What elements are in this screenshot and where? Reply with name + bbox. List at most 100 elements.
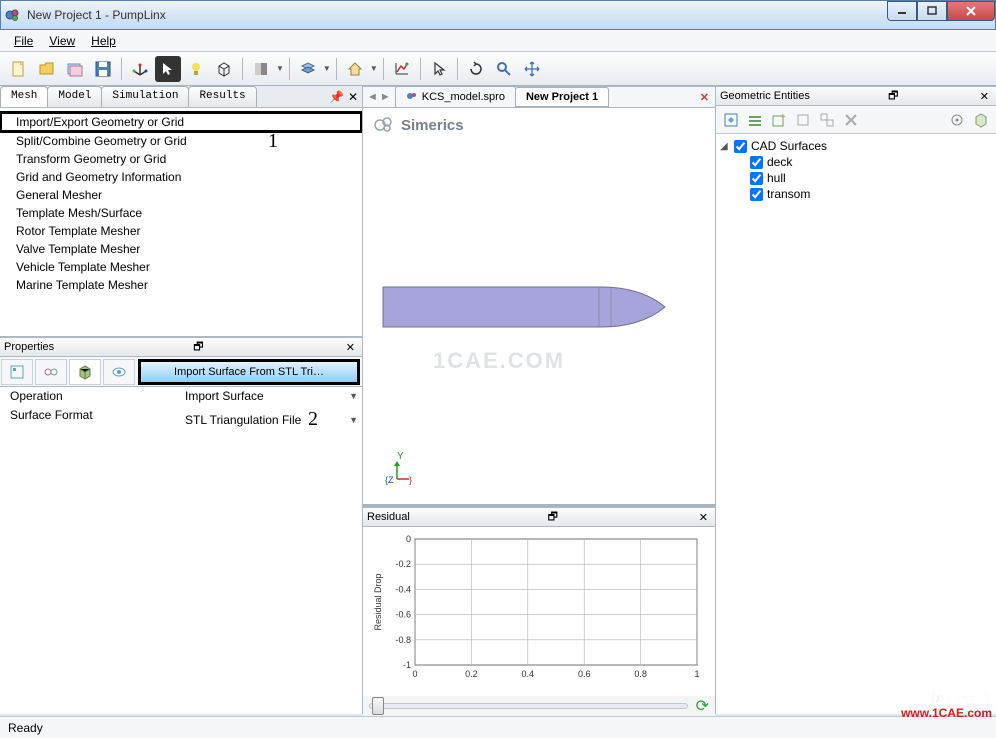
mesh-op-marine[interactable]: Marine Template Mesher xyxy=(0,276,362,294)
simerics-logo: Simerics xyxy=(373,114,464,136)
close-button[interactable] xyxy=(947,1,995,21)
svg-text:0.2: 0.2 xyxy=(465,669,478,679)
geom-entities-header: Geometric Entities 🗗 ✕ xyxy=(716,86,996,106)
prop-row-operation[interactable]: Operation Import Surface▼ xyxy=(0,387,362,406)
tree-item-transom[interactable]: transom xyxy=(720,186,992,202)
rotate-icon[interactable] xyxy=(463,56,489,82)
mesh-op-valve[interactable]: Valve Template Mesher xyxy=(0,240,362,258)
menubar: File View Help xyxy=(0,30,996,52)
mesh-op-template-mesh[interactable]: Template Mesh/Surface xyxy=(0,204,362,222)
statusbar: Ready xyxy=(0,716,996,738)
import-surface-button[interactable]: Import Surface From STL Tri… xyxy=(138,359,360,385)
tree-label: transom xyxy=(767,187,810,201)
slider-thumb[interactable] xyxy=(372,697,384,715)
ge-tool-4-icon[interactable] xyxy=(792,109,814,131)
tab-results[interactable]: Results xyxy=(188,86,256,107)
mesh-op-grid-info[interactable]: Grid and Geometry Information xyxy=(0,168,362,186)
tab-simulation[interactable]: Simulation xyxy=(101,86,189,107)
ge-tool-5-icon[interactable] xyxy=(816,109,838,131)
pointer-icon[interactable] xyxy=(426,56,452,82)
ge-tool-add-icon[interactable]: + xyxy=(768,109,790,131)
window-title: New Project 1 - PumpLinx xyxy=(27,8,991,22)
checkbox-deck[interactable] xyxy=(750,156,763,169)
pan-icon[interactable] xyxy=(519,56,545,82)
checkbox-transom[interactable] xyxy=(750,188,763,201)
ge-tool-2-icon[interactable] xyxy=(744,109,766,131)
main-area: Mesh Model Simulation Results 📌 ✕ Import… xyxy=(0,86,996,714)
ge-tool-target-icon[interactable] xyxy=(946,109,968,131)
ge-tool-delete-icon[interactable] xyxy=(840,109,862,131)
layers-icon[interactable] xyxy=(295,56,321,82)
dropdown-arrow-icon[interactable]: ▼ xyxy=(370,64,378,73)
close-tab-icon[interactable]: ✕ xyxy=(700,91,715,104)
mesh-op-rotor[interactable]: Rotor Template Mesher xyxy=(0,222,362,240)
dropdown-arrow-icon[interactable]: ▼ xyxy=(276,64,284,73)
pin-icon[interactable]: 🗗 xyxy=(545,508,561,527)
residual-slider-bar: ⟳ xyxy=(363,696,715,716)
mesh-op-import-export[interactable]: Import/Export Geometry or Grid xyxy=(0,112,362,132)
mesh-op-split-combine[interactable]: Split/Combine Geometry or Grid xyxy=(0,132,362,150)
ge-tool-cube-icon[interactable] xyxy=(970,109,992,131)
prop-key: Surface Format xyxy=(0,406,181,433)
pin-icon[interactable]: 🗗 xyxy=(190,338,206,357)
prop-row-surface-format[interactable]: Surface Format STL Triangulation File 2▼ xyxy=(0,406,362,434)
home-icon[interactable] xyxy=(342,56,368,82)
checkbox-cad-surfaces[interactable] xyxy=(734,140,747,153)
mesh-op-vehicle[interactable]: Vehicle Template Mesher xyxy=(0,258,362,276)
pin-icon[interactable]: 📌 xyxy=(329,90,344,104)
dropdown-arrow-icon[interactable]: ▼ xyxy=(323,64,331,73)
tab-model[interactable]: Model xyxy=(47,86,102,107)
axis-icon[interactable] xyxy=(127,56,153,82)
checkbox-hull[interactable] xyxy=(750,172,763,185)
tab-kcs-model[interactable]: KCS_model.spro xyxy=(395,86,516,109)
cube-icon[interactable] xyxy=(211,56,237,82)
tab-new-project[interactable]: New Project 1 xyxy=(515,87,609,107)
display-mode-icon[interactable] xyxy=(248,56,274,82)
refresh-icon[interactable]: ⟳ xyxy=(696,696,709,716)
maximize-button[interactable] xyxy=(917,1,947,21)
tab-scroll-right-icon[interactable]: ► xyxy=(380,91,391,103)
branding-cn: 仿真在线 xyxy=(901,687,992,706)
svg-text:-0.4: -0.4 xyxy=(395,584,411,594)
residual-chart: 00.20.40.60.810-0.2-0.4-0.6-0.8-1Residua… xyxy=(363,527,715,696)
dropdown-arrow-icon[interactable]: ▼ xyxy=(349,391,358,401)
open-folder-icon[interactable] xyxy=(34,56,60,82)
props-tool-1-icon[interactable] xyxy=(1,359,33,385)
tab-scroll-left-icon[interactable]: ◄ xyxy=(367,91,378,103)
tree-item-deck[interactable]: deck xyxy=(720,154,992,170)
svg-text:+: + xyxy=(780,112,786,123)
geom-toolbar: + xyxy=(716,106,996,134)
mesh-op-transform[interactable]: Transform Geometry or Grid xyxy=(0,150,362,168)
close-panel-icon[interactable]: ✕ xyxy=(348,90,358,104)
props-tool-4-icon[interactable] xyxy=(103,359,135,385)
geom-entities-title: Geometric Entities xyxy=(720,90,810,102)
time-slider[interactable] xyxy=(369,703,688,709)
zoom-icon[interactable] xyxy=(491,56,517,82)
ge-tool-1-icon[interactable] xyxy=(720,109,742,131)
tree-root-cad-surfaces[interactable]: ◢ CAD Surfaces xyxy=(720,138,992,154)
chart-icon[interactable] xyxy=(389,56,415,82)
close-panel-icon[interactable]: ✕ xyxy=(696,511,711,524)
props-tool-3-icon[interactable] xyxy=(69,359,101,385)
save-icon[interactable] xyxy=(90,56,116,82)
menu-file[interactable]: File xyxy=(6,32,41,50)
lighting-icon[interactable] xyxy=(183,56,209,82)
cursor-mode-icon[interactable] xyxy=(155,56,181,82)
close-panel-icon[interactable]: ✕ xyxy=(977,90,992,103)
tree-item-hull[interactable]: hull xyxy=(720,170,992,186)
close-panel-icon[interactable]: ✕ xyxy=(343,341,358,354)
tab-mesh[interactable]: Mesh xyxy=(0,86,48,107)
menu-help[interactable]: Help xyxy=(83,32,124,50)
menu-view[interactable]: View xyxy=(41,32,83,50)
props-tool-2-icon[interactable] xyxy=(35,359,67,385)
minimize-button[interactable] xyxy=(887,1,917,21)
mesh-op-general-mesher[interactable]: General Mesher xyxy=(0,186,362,204)
recent-icon[interactable] xyxy=(62,56,88,82)
3d-viewport[interactable]: Simerics 1CAE.COM Y {Z } xyxy=(363,108,715,504)
new-file-icon[interactable] xyxy=(6,56,32,82)
svg-text:0: 0 xyxy=(406,534,411,544)
dropdown-arrow-icon[interactable]: ▼ xyxy=(349,415,358,425)
collapse-icon[interactable]: ◢ xyxy=(720,141,732,152)
pin-icon[interactable]: 🗗 xyxy=(885,87,901,106)
doc-icon xyxy=(406,90,418,105)
